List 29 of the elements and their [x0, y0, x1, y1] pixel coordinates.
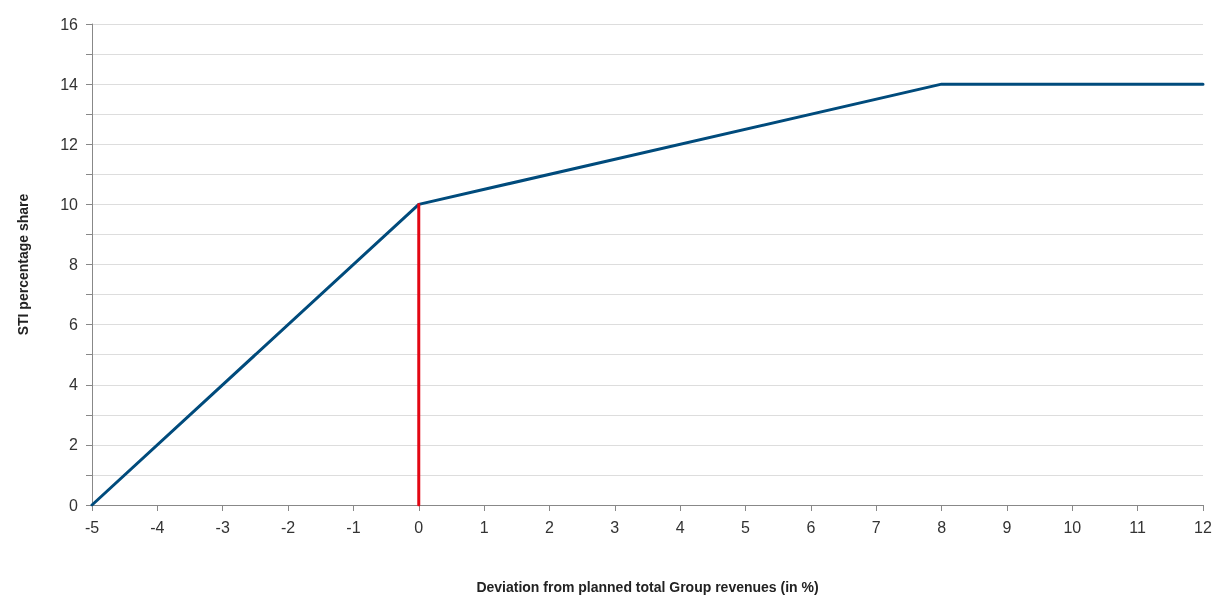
x-tick-label: -4	[150, 518, 165, 536]
x-tick-label: 2	[545, 518, 555, 536]
x-tick-label: -2	[280, 518, 296, 536]
y-tick-label: 14	[60, 75, 79, 93]
x-tick-label: -1	[346, 518, 361, 536]
x-tick-label: 9	[1002, 518, 1012, 536]
y-tick-label: 2	[69, 436, 79, 454]
y-tick-label: 12	[60, 135, 79, 153]
y-tick-label: 16	[60, 15, 79, 33]
x-tick-label: 11	[1129, 518, 1147, 536]
x-tick-label: 4	[675, 518, 685, 536]
x-tick-label: -5	[84, 518, 100, 536]
y-tick-label: 8	[69, 256, 79, 273]
x-axis-title: Deviation from planned total Group revenues (in %)	[476, 579, 819, 595]
x-tick-label: 7	[871, 518, 881, 536]
y-tick-label: 4	[69, 376, 79, 394]
y-tick-label: 10	[60, 195, 79, 213]
y-tick-label: 0	[69, 496, 79, 514]
x-tick-label: 8	[937, 518, 947, 536]
x-tick-label: -3	[215, 518, 230, 536]
x-tick-label: 3	[610, 518, 620, 536]
x-tick-label: 10	[1063, 518, 1082, 536]
x-tick-label: 0	[414, 518, 424, 536]
x-tick-label: 1	[479, 518, 489, 536]
y-axis-title: STI percentage share	[15, 193, 31, 336]
x-tick-label: 5	[741, 518, 751, 536]
y-tick-label: 6	[69, 316, 79, 334]
x-tick-label: 6	[806, 518, 816, 536]
x-tick-label: 12	[1194, 518, 1212, 536]
